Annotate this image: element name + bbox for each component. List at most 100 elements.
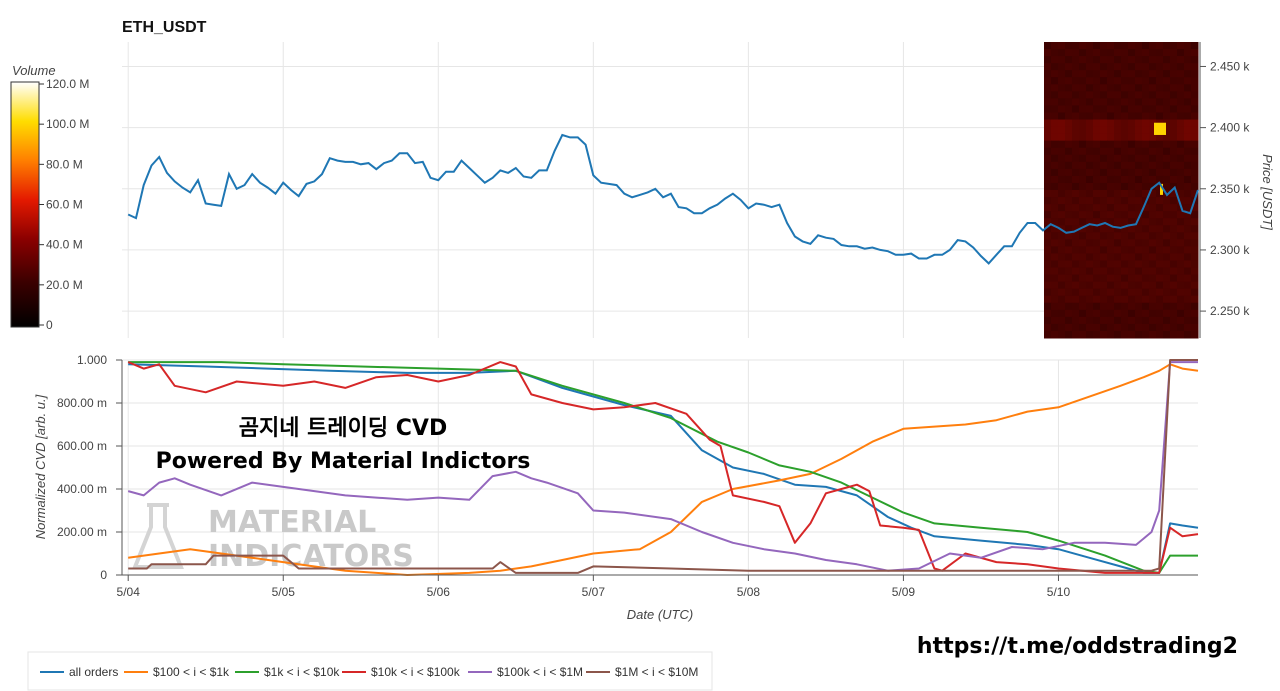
heatmap-cell (1051, 225, 1059, 233)
heatmap-cell (1156, 225, 1164, 233)
heatmap-cell (1184, 84, 1192, 92)
legend-label[interactable]: $1M < i < $10M (615, 665, 698, 679)
telegram-link[interactable]: https://t.me/oddstrading2 (917, 634, 1238, 659)
heatmap-cell (1135, 154, 1143, 163)
heatmap-cell (1044, 105, 1052, 113)
heatmap-cell (1184, 154, 1192, 163)
heatmap-cell (1184, 225, 1192, 233)
heatmap-cell (1093, 126, 1101, 135)
heatmap-cell (1170, 232, 1178, 240)
legend-label[interactable]: $10k < i < $100k (371, 665, 461, 679)
heatmap-cell (1100, 316, 1108, 325)
heatmap-cell (1100, 56, 1108, 64)
heatmap-cell (1121, 211, 1129, 219)
heatmap-cell (1142, 168, 1150, 177)
heatmap-cell (1163, 232, 1171, 240)
heatmap-cell (1142, 288, 1150, 297)
heatmap-cell (1086, 288, 1094, 297)
heatmap-cell (1128, 239, 1136, 247)
heatmap-cell (1100, 288, 1108, 297)
cvd-tick-label: 0 (100, 568, 107, 582)
heatmap-cell (1142, 309, 1150, 318)
heatmap-cell (1100, 204, 1108, 212)
heatmap-cell (1107, 161, 1115, 170)
date-axis-ticks: 5/04 5/05 5/06 5/07 5/08 5/09 5/10 (117, 575, 1070, 599)
heatmap-cell (1177, 140, 1185, 149)
legend-label[interactable]: $100k < i < $1M (497, 665, 583, 679)
heatmap-cell (1177, 218, 1185, 226)
heatmap-cell (1114, 147, 1122, 156)
heatmap-cell (1128, 56, 1136, 64)
heatmap-cell (1184, 281, 1192, 290)
heatmap-cell (1156, 98, 1164, 106)
heatmap-cell (1072, 323, 1080, 332)
heatmap-cell (1121, 239, 1129, 247)
date-tick-label: 5/04 (117, 585, 141, 599)
heatmap-cell (1149, 232, 1157, 240)
heatmap-cell (1107, 112, 1115, 121)
heatmap-cell (1149, 330, 1157, 339)
heatmap-cell (1170, 190, 1178, 198)
heatmap-cell (1051, 295, 1059, 304)
heatmap-cell (1135, 112, 1143, 121)
heatmap-cell (1051, 232, 1059, 240)
legend-label[interactable]: $100 < i < $1k (153, 665, 230, 679)
heatmap-cell (1184, 105, 1192, 113)
heatmap-cell (1086, 225, 1094, 233)
heatmap-cell (1107, 295, 1115, 304)
heatmap-cell (1044, 161, 1052, 170)
heatmap-cell (1177, 49, 1185, 57)
heatmap-cell (1142, 56, 1150, 64)
heatmap-cell (1093, 133, 1101, 142)
heatmap-cell (1107, 98, 1115, 106)
heatmap-cell (1051, 274, 1059, 283)
heatmap-cell (1128, 63, 1136, 71)
heatmap-cell (1121, 161, 1129, 170)
heatmap-cell (1051, 239, 1059, 247)
heatmap-cell (1149, 288, 1157, 297)
heatmap-cell (1093, 211, 1101, 219)
heatmap-cell (1121, 288, 1129, 297)
heatmap-cell (1107, 246, 1115, 254)
heatmap-cell (1142, 190, 1150, 198)
legend-label[interactable]: $1k < i < $10k (264, 665, 340, 679)
heatmap-cell (1107, 281, 1115, 290)
heatmap-cell (1065, 316, 1073, 325)
heatmap-cell (1044, 98, 1052, 106)
heatmap-cell (1065, 154, 1073, 163)
legend-label[interactable]: all orders (69, 665, 118, 679)
heatmap-cell (1170, 126, 1178, 135)
heatmap-cell (1044, 140, 1052, 149)
heatmap-cell (1114, 274, 1122, 283)
heatmap-cell (1072, 253, 1080, 261)
heatmap-cell (1170, 84, 1178, 92)
heatmap-cell (1107, 77, 1115, 85)
heatmap-cell (1058, 63, 1066, 71)
heatmap-cell (1142, 63, 1150, 71)
heatmap-cell (1149, 112, 1157, 121)
heatmap-cell (1044, 211, 1052, 219)
heatmap-cell (1191, 98, 1199, 106)
heatmap-cell (1170, 197, 1178, 205)
heatmap-cell (1184, 309, 1192, 318)
chart-title: ETH_USDT (122, 19, 207, 36)
heatmap-cell (1184, 175, 1192, 184)
heatmap-cell (1093, 218, 1101, 226)
heatmap-cell (1135, 77, 1143, 85)
heatmap-cell (1177, 77, 1185, 85)
heatmap-cell (1114, 232, 1122, 240)
heatmap-cell (1170, 161, 1178, 170)
heatmap-cell (1163, 288, 1171, 297)
heatmap-cell (1107, 133, 1115, 142)
heatmap-cell (1184, 98, 1192, 106)
heatmap-cell (1086, 175, 1094, 184)
heatmap-cell (1107, 218, 1115, 226)
heatmap-cell (1170, 316, 1178, 325)
cvd-series (127, 359, 1199, 576)
heatmap-cell (1114, 190, 1122, 198)
heatmap-cell (1135, 49, 1143, 57)
heatmap-cell (1044, 63, 1052, 71)
heatmap-cell (1079, 309, 1087, 318)
heatmap-cell (1058, 49, 1066, 57)
heatmap-cell (1114, 330, 1122, 339)
